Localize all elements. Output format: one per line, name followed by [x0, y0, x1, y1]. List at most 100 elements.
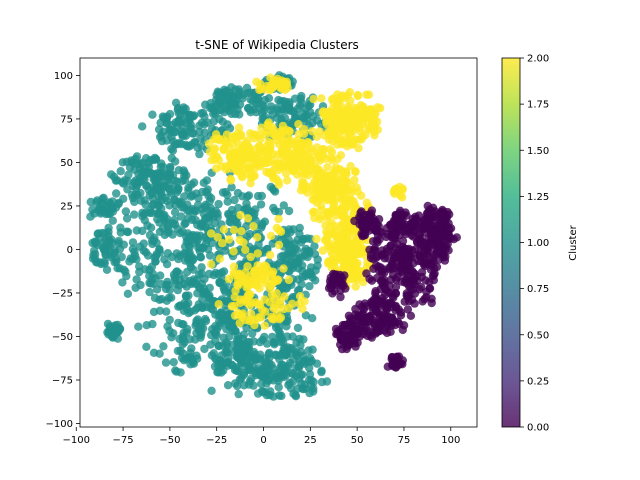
scatter-point-cluster-1: [156, 279, 166, 289]
scatter-point-cluster-0: [368, 305, 377, 314]
scatter-point-cluster-2: [261, 269, 270, 278]
scatter-point-cluster-1: [177, 212, 186, 221]
scatter-point-cluster-1: [223, 120, 232, 129]
scatter-point-cluster-1: [294, 264, 303, 273]
scatter-point-cluster-1: [168, 230, 177, 239]
scatter-point-cluster-1: [227, 83, 236, 92]
scatter-point-cluster-1: [236, 355, 246, 365]
scatter-point-cluster-1: [183, 235, 193, 245]
scatter-point-cluster-1: [244, 103, 253, 113]
scatter-point-cluster-1: [266, 102, 276, 111]
scatter-point-cluster-2: [249, 222, 258, 231]
scatter-point-cluster-2: [274, 240, 284, 250]
scatter-point-cluster-2: [362, 198, 372, 207]
scatter-point-cluster-1: [158, 112, 168, 121]
scatter-point-cluster-2: [398, 193, 407, 202]
scatter-point-cluster-2: [215, 254, 225, 263]
scatter-point-cluster-1: [209, 270, 219, 280]
scatter-point-cluster-1: [203, 185, 212, 194]
scatter-point-cluster-1: [100, 229, 110, 238]
scatter-point-cluster-2: [213, 233, 222, 242]
scatter-point-cluster-0: [362, 269, 371, 278]
scatter-point-cluster-1: [141, 248, 151, 257]
scatter-point-cluster-1: [181, 219, 190, 228]
scatter-point-cluster-2: [257, 123, 266, 133]
scatter-point-cluster-2: [283, 138, 293, 147]
x-tick-label: 50: [351, 435, 364, 446]
colorbar-tick-label: 1.25: [527, 192, 549, 203]
x-tick-label: 25: [304, 435, 317, 446]
scatter-point-cluster-1: [181, 131, 191, 140]
scatter-point-cluster-1: [171, 98, 181, 108]
scatter-point-cluster-2: [231, 286, 240, 295]
scatter-point-cluster-1: [285, 358, 295, 368]
scatter-point-cluster-1: [298, 351, 308, 360]
scatter-point-cluster-1: [205, 251, 215, 260]
colorbar-tick-label: 1.50: [527, 146, 549, 157]
scatter-point-cluster-2: [218, 239, 227, 248]
scatter-point-cluster-1: [297, 280, 306, 289]
scatter-point-cluster-1: [114, 239, 123, 248]
scatter-point-cluster-1: [291, 392, 301, 401]
scatter-point-cluster-2: [299, 129, 309, 138]
scatter-point-cluster-2: [327, 155, 337, 165]
scatter-point-cluster-1: [145, 190, 154, 200]
scatter-point-cluster-2: [206, 229, 216, 238]
scatter-point-cluster-1: [301, 244, 311, 254]
scatter-point-cluster-0: [340, 321, 349, 330]
scatter-point-cluster-1: [171, 275, 180, 285]
scatter-point-cluster-1: [223, 197, 232, 206]
scatter-point-cluster-2: [341, 168, 351, 177]
scatter-point-cluster-0: [358, 215, 368, 225]
scatter-point-cluster-2: [243, 214, 253, 223]
scatter-point-cluster-2: [255, 284, 264, 293]
plot-frame: [79, 57, 478, 428]
scatter-point-cluster-0: [406, 311, 416, 320]
scatter-point-cluster-1: [168, 184, 177, 194]
scatter-point-cluster-0: [330, 279, 339, 288]
scatter-point-cluster-1: [205, 213, 214, 222]
scatter-point-cluster-2: [352, 271, 362, 281]
scatter-point-cluster-1: [284, 235, 293, 244]
scatter-point-cluster-2: [240, 295, 249, 304]
scatter-point-cluster-2: [211, 130, 221, 139]
scatter-point-cluster-2: [233, 164, 242, 173]
scatter-point-cluster-2: [314, 151, 323, 161]
scatter-point-cluster-1: [243, 192, 252, 201]
scatter-point-cluster-1: [174, 318, 183, 328]
scatter-point-cluster-1: [136, 196, 146, 205]
colorbar-tick-label: 0.50: [527, 330, 549, 341]
scatter-point-cluster-2: [265, 250, 275, 260]
scatter-point-cluster-0: [381, 322, 391, 331]
scatter-point-cluster-2: [270, 276, 279, 285]
scatter-point-cluster-0: [430, 212, 440, 221]
scatter-point-cluster-1: [310, 242, 319, 251]
scatter-point-cluster-1: [196, 231, 205, 240]
scatter-point-cluster-1: [200, 344, 209, 354]
scatter-point-cluster-1: [281, 254, 291, 264]
scatter-point-cluster-2: [330, 122, 340, 132]
scatter-point-cluster-1: [185, 248, 194, 257]
scatter-point-cluster-1: [296, 341, 305, 350]
colorbar-tick-label: 0.00: [527, 423, 549, 434]
scatter-point-cluster-0: [403, 305, 413, 314]
scatter-point-cluster-1: [140, 216, 149, 225]
scatter-point-cluster-2: [322, 107, 331, 117]
scatter-point-cluster-2: [207, 260, 216, 269]
scatter-point-cluster-1: [145, 271, 154, 281]
scatter-point-cluster-2: [276, 313, 286, 322]
scatter-point-cluster-2: [321, 154, 330, 163]
scatter-point-cluster-0: [382, 328, 392, 338]
scatter-point-cluster-1: [132, 226, 141, 235]
scatter-point-cluster-0: [384, 312, 394, 321]
scatter-point-cluster-1: [257, 221, 267, 230]
scatter-point-cluster-1: [212, 330, 221, 340]
scatter-point-cluster-2: [304, 139, 313, 148]
scatter-point-cluster-1: [218, 274, 227, 284]
colorbar-tick-label: 2.00: [527, 54, 549, 65]
scatter-point-cluster-2: [279, 264, 288, 273]
scatter-point-cluster-2: [214, 300, 223, 309]
scatter-point-cluster-0: [444, 230, 453, 239]
scatter-point-cluster-2: [236, 210, 245, 220]
